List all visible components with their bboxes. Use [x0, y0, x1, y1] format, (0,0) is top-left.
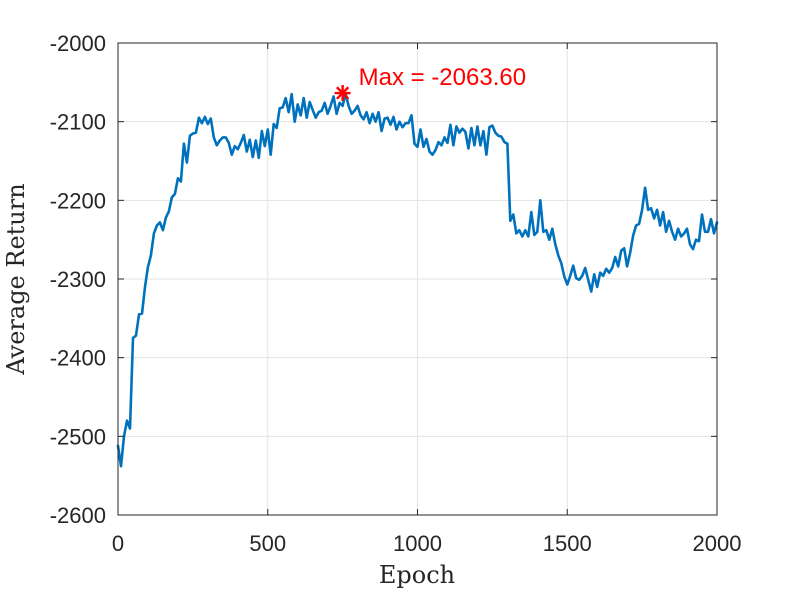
x-tick-label: 500 [249, 531, 286, 556]
max-marker-stroke [336, 86, 350, 100]
y-tick-label: -2100 [50, 110, 106, 135]
y-tick-label: -2600 [50, 503, 106, 528]
max-annotation-label: Max = -2063.60 [359, 64, 526, 91]
y-tick-label: -2000 [50, 31, 106, 56]
x-tick-label: 1000 [393, 531, 442, 556]
data-series [116, 92, 719, 468]
y-tick-label: -2500 [50, 424, 106, 449]
x-axis-label: Epoch [379, 561, 455, 589]
axis-tick-labels: 0 500 1000 1500 2000 -2600 -2500 -2400 -2300 -220… [50, 31, 742, 556]
y-tick-label: -2200 [50, 188, 106, 213]
y-tick-label: -2400 [50, 346, 106, 371]
max-annotation: Max = -2063.60 [334, 64, 526, 102]
series-line [116, 92, 719, 468]
y-axis-label: Average Return [2, 183, 30, 375]
x-tick-label: 2000 [693, 531, 742, 556]
y-tick-label: -2300 [50, 267, 106, 292]
x-tick-label: 0 [112, 531, 124, 556]
axis-ticks [117, 42, 718, 516]
x-tick-label: 1500 [543, 531, 592, 556]
max-marker-icon [334, 85, 351, 102]
grid-lines [118, 43, 717, 515]
